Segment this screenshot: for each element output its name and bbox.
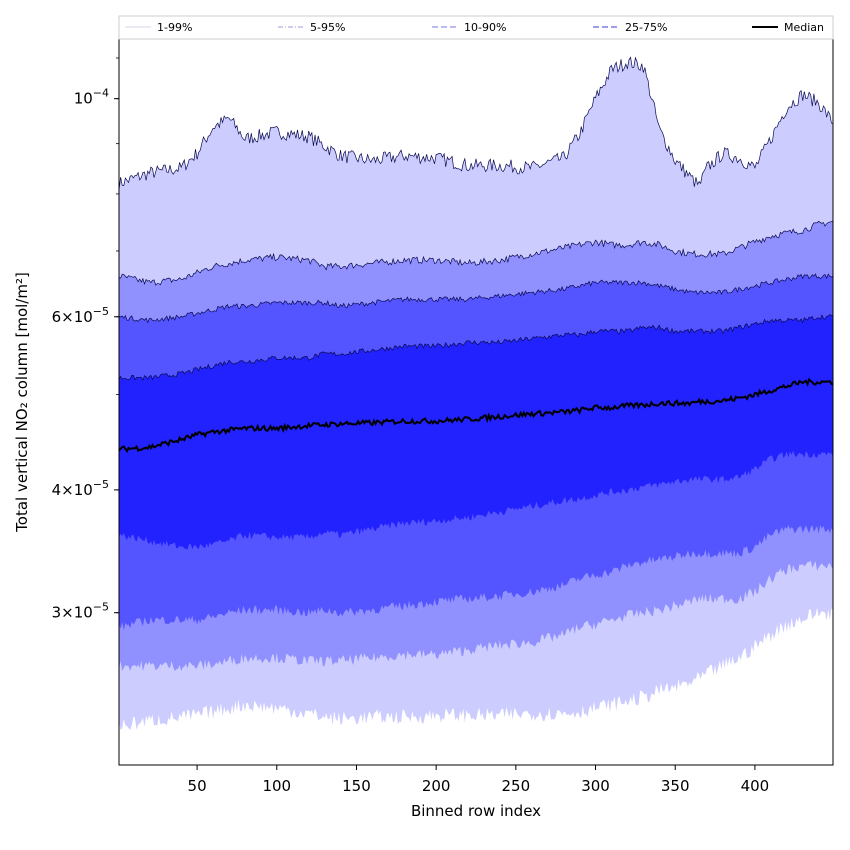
y-tick-label: 6×10−5 bbox=[52, 305, 109, 326]
legend-label: 1-99% bbox=[157, 21, 192, 34]
legend-label: 10-90% bbox=[464, 21, 506, 34]
legend: 1-99% 5-95% 10-90% 25-75% Median bbox=[118, 15, 834, 40]
x-tick-label: 100 bbox=[262, 777, 291, 795]
y-tick-label: 3×10−5 bbox=[52, 601, 109, 622]
y-axis: 10−4 6×10−5 4×10−5 3×10−5 bbox=[52, 57, 119, 622]
x-axis-label: Binned row index bbox=[411, 802, 541, 820]
median-line bbox=[118, 377, 834, 453]
x-tick-label: 400 bbox=[741, 777, 770, 795]
legend-label: 5-95% bbox=[310, 21, 345, 34]
x-tick-label: 250 bbox=[502, 777, 531, 795]
line-p95 bbox=[118, 220, 834, 286]
y-tick-label: 10−4 bbox=[74, 87, 109, 108]
line-p90 bbox=[118, 273, 834, 324]
y-axis-label: Total vertical NO₂ column [mol/m²] bbox=[13, 272, 31, 533]
band-25-75 bbox=[119, 314, 833, 550]
legend-box bbox=[118, 15, 834, 40]
y-tick-label: 4×10−5 bbox=[52, 478, 109, 499]
x-tick-label: 50 bbox=[188, 777, 207, 795]
x-tick-label: 150 bbox=[342, 777, 371, 795]
median-layer bbox=[118, 377, 834, 453]
line-p75 bbox=[118, 314, 834, 381]
x-tick-label: 350 bbox=[661, 777, 690, 795]
line-p99 bbox=[118, 56, 834, 191]
x-tick-label: 300 bbox=[581, 777, 610, 795]
legend-label: 25-75% bbox=[625, 21, 667, 34]
legend-label: Median bbox=[784, 21, 824, 34]
x-axis: 50 100 150 200 250 300 350 400 bbox=[188, 765, 770, 795]
band-edge-lines bbox=[118, 56, 834, 381]
percentile-bands bbox=[119, 57, 833, 730]
x-tick-label: 200 bbox=[422, 777, 451, 795]
